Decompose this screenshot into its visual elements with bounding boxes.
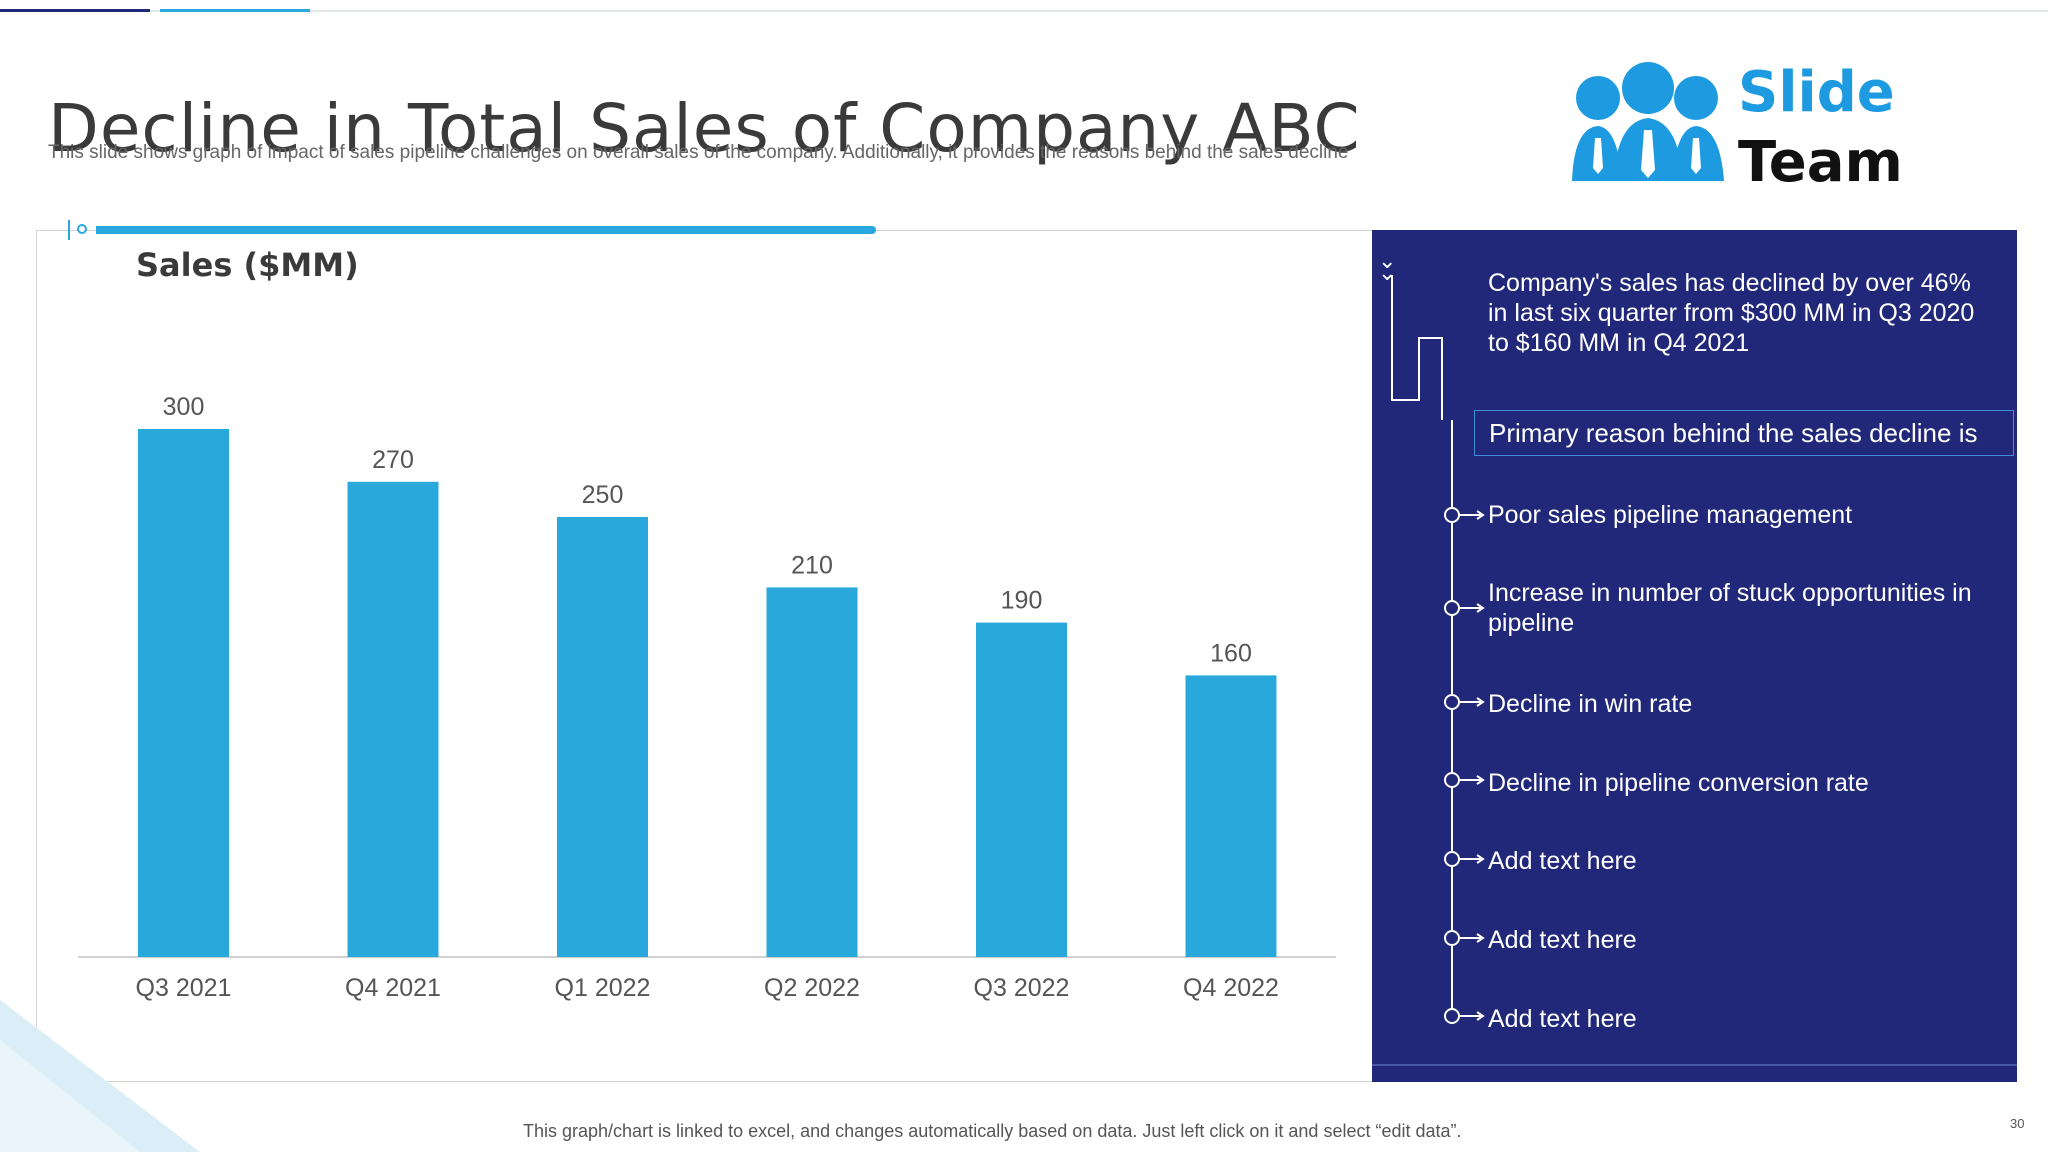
chart-frame-tick (68, 220, 70, 240)
timeline-connector (1391, 275, 1485, 1024)
data-label: 160 (1210, 639, 1252, 667)
sales-bar-chart: 300 Q3 2021 270 Q4 2021 250 Q1 2022 210 Q2 2022… (78, 393, 1336, 1002)
x-tick-label: Q4 2021 (345, 974, 441, 1002)
timeline-node-icon (1444, 507, 1460, 523)
panel-bottom-line (1372, 1064, 2017, 1066)
chart-frame-dot (77, 224, 87, 234)
slide-subtitle: This slide shows graph of impact of sale… (48, 142, 1349, 163)
timeline-node-icon (1444, 600, 1460, 616)
x-tick-label: Q4 2022 (1183, 974, 1279, 1002)
reason-item: Add text here (1488, 1005, 1637, 1033)
arrow-right-icon (1459, 510, 1485, 520)
reason-item: Poor sales pipeline management (1488, 501, 1853, 529)
footnote: This graph/chart is linked to excel, and… (523, 1121, 1462, 1141)
top-accent-dark (0, 9, 150, 12)
data-label: 270 (372, 446, 414, 474)
reason-item: Decline in pipeline conversion rate (1488, 769, 1869, 797)
x-tick-label: Q1 2022 (555, 974, 651, 1002)
bar-q2-2022 (766, 587, 858, 957)
reason-item: Add text here (1488, 926, 1637, 954)
people-icon (1572, 62, 1724, 181)
bar-q4-2022 (1185, 675, 1277, 957)
top-accent-light (160, 9, 310, 12)
x-tick-label: Q3 2021 (136, 974, 232, 1002)
data-label: 190 (1001, 587, 1043, 615)
page-number: 30 (2010, 1116, 2025, 1131)
timeline-node-icon (1444, 772, 1460, 788)
arrow-right-icon (1459, 1011, 1485, 1021)
bar-q1-2022 (557, 517, 648, 957)
arrow-right-icon (1459, 697, 1485, 707)
data-label: 210 (791, 551, 833, 579)
bar-q3-2022 (976, 622, 1067, 957)
reason-item: Decline in win rate (1488, 690, 1693, 718)
logo-text-team: Team (1738, 130, 1903, 195)
slideteam-logo: Slide Team (1568, 56, 1903, 195)
top-divider-line (0, 10, 2048, 12)
slide-title: Decline in Total Sales of Company ABC (48, 90, 1361, 168)
arrow-right-icon (1459, 603, 1485, 613)
chart-frame-accent-bar (96, 226, 876, 234)
reason-item: Add text here (1488, 847, 1637, 875)
reason-item: Increase in number of stuck opportunitie… (1488, 579, 1972, 637)
x-tick-label: Q3 2022 (974, 974, 1070, 1002)
timeline-node-icon (1444, 1008, 1460, 1024)
data-label: 250 (582, 481, 624, 509)
x-tick-label: Q2 2022 (764, 974, 860, 1002)
bar-q4-2021 (347, 481, 439, 957)
sales-decline-summary: Company's sales has declined by over 46%… (1488, 269, 1975, 357)
arrow-right-icon (1459, 775, 1485, 785)
arrow-right-icon (1459, 854, 1485, 864)
timeline-node-icon (1444, 694, 1460, 710)
timeline-node-icon (1444, 851, 1460, 867)
data-label: 300 (163, 393, 205, 421)
reason-heading: Primary reason behind the sales decline … (1474, 410, 2014, 456)
arrow-right-icon (1459, 933, 1485, 943)
chart-title: Sales ($MM) (136, 246, 359, 284)
timeline-node-icon (1444, 930, 1460, 946)
double-chevron-down-icon: ⌄ ⌄ (1378, 248, 1397, 285)
bar-q3-2021 (138, 429, 229, 957)
corner-decoration (0, 1000, 200, 1152)
logo-text-slide: Slide (1738, 60, 1895, 125)
